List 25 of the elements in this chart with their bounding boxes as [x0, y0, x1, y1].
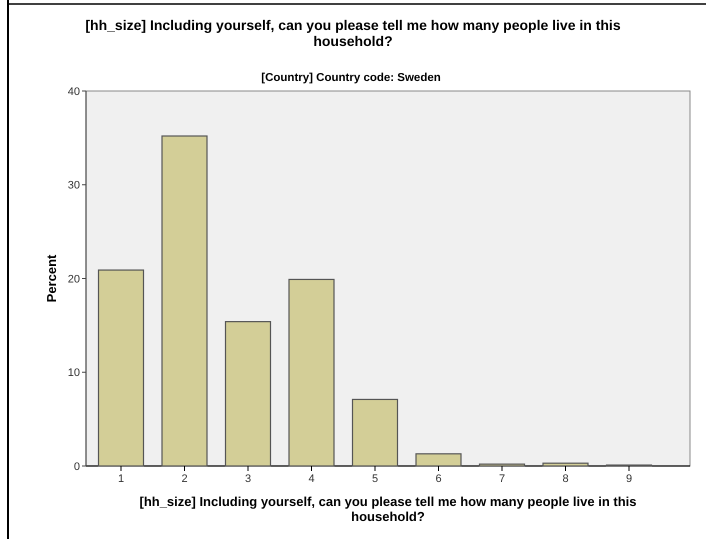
y-tick-label: 0 [74, 460, 80, 473]
bar [352, 398, 398, 467]
y-axis-title: Percent [44, 254, 59, 302]
y-tick-label: 20 [68, 273, 80, 286]
x-axis-title: [hh_size] Including yourself, can you please tell me how many people live in this household? [139, 494, 637, 524]
x-tick-label: 7 [498, 473, 506, 485]
y-tick-label: 40 [68, 86, 80, 98]
bar [288, 278, 335, 467]
x-tick-label: 6 [435, 473, 442, 485]
y-tick-label: 10 [68, 367, 80, 380]
bar [415, 453, 462, 467]
x-tick-label: 2 [181, 473, 188, 485]
x-tick-label: 1 [118, 473, 124, 485]
bar [161, 135, 208, 467]
x-tick-label: 5 [372, 473, 378, 485]
bar [542, 462, 589, 467]
bar [98, 269, 144, 467]
x-tick-label: 4 [308, 473, 315, 485]
y-tick-label: 30 [68, 180, 80, 192]
x-tick-label: 9 [626, 473, 632, 485]
chart-title: [hh_size] Including yourself, can you please tell me how many people live in this household? [85, 17, 621, 49]
bar [224, 321, 272, 467]
x-tick-label: 8 [562, 473, 569, 485]
x-tick-label: 3 [244, 473, 252, 485]
chart-subtitle: [Country] Country code: Sweden [261, 72, 441, 84]
